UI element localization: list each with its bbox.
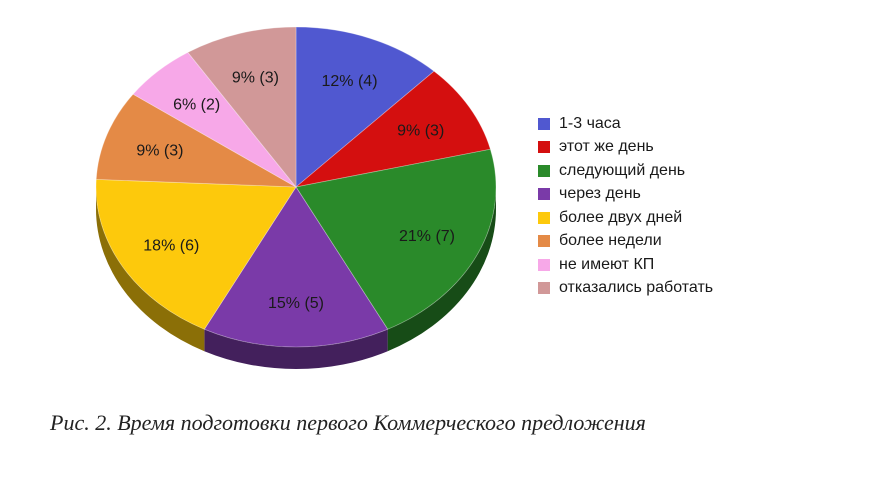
pie-slice bbox=[203, 186, 389, 348]
legend-label: через день bbox=[559, 185, 641, 203]
legend-swatch bbox=[538, 282, 550, 295]
legend-label: отказались работать bbox=[559, 279, 714, 297]
legend-swatch bbox=[538, 258, 550, 271]
pie-slice bbox=[95, 93, 297, 188]
legend-swatch bbox=[538, 117, 550, 130]
legend-swatch bbox=[538, 164, 550, 177]
legend-swatch bbox=[538, 188, 550, 201]
slice-data-label: 12% (4) bbox=[322, 73, 378, 90]
legend-item: этот же день bbox=[538, 136, 713, 160]
pie-slices bbox=[95, 26, 497, 348]
pie-slice-side bbox=[387, 187, 496, 352]
legend-swatch bbox=[538, 211, 550, 224]
legend-label: этот же день bbox=[559, 138, 654, 156]
pie-slice bbox=[295, 26, 435, 188]
legend-label: более недели bbox=[559, 232, 662, 250]
legend-item: 1-3 часа bbox=[538, 112, 713, 136]
slice-data-label: 15% (5) bbox=[268, 295, 324, 312]
pie-slice-side bbox=[96, 187, 205, 352]
slice-data-label: 9% (3) bbox=[136, 142, 183, 159]
slice-data-label: 9% (3) bbox=[232, 69, 279, 86]
slice-data-label: 18% (6) bbox=[143, 238, 199, 255]
chart-legend: 1-3 часа этот же день следующий день чер… bbox=[538, 112, 713, 300]
legend-item: через день bbox=[538, 183, 713, 207]
legend-swatch bbox=[538, 235, 550, 248]
pie-slice-side bbox=[204, 329, 388, 370]
legend-label: следующий день bbox=[559, 161, 686, 179]
figure-caption: Рис. 2. Время подготовки первого Коммерч… bbox=[50, 410, 646, 435]
pie-slice bbox=[132, 51, 297, 188]
legend-item: не имеют КП bbox=[538, 253, 713, 277]
pie-slice bbox=[95, 178, 297, 330]
legend-swatch bbox=[538, 141, 550, 154]
legend-label: не имеют КП bbox=[559, 255, 655, 273]
pie-slice bbox=[295, 148, 497, 330]
legend-item: более двух дней bbox=[538, 206, 713, 230]
pie-data-labels: 12% (4) 9% (3) 21% (7) 15% (5) 18% (6) 9% (3)… bbox=[136, 69, 455, 312]
pie-side-walls bbox=[96, 187, 496, 370]
legend-item: отказались работать bbox=[538, 277, 713, 301]
slice-data-label: 21% (7) bbox=[399, 228, 455, 245]
slice-data-label: 9% (3) bbox=[397, 122, 444, 139]
slice-data-label: 6% (2) bbox=[173, 97, 220, 114]
legend-label: 1-3 часа bbox=[559, 114, 621, 132]
legend-item: следующий день bbox=[538, 159, 713, 183]
pie-slice bbox=[294, 70, 491, 188]
legend-label: более двух дней bbox=[559, 208, 683, 226]
pie-slice bbox=[187, 26, 297, 189]
legend-item: более недели bbox=[538, 230, 713, 254]
